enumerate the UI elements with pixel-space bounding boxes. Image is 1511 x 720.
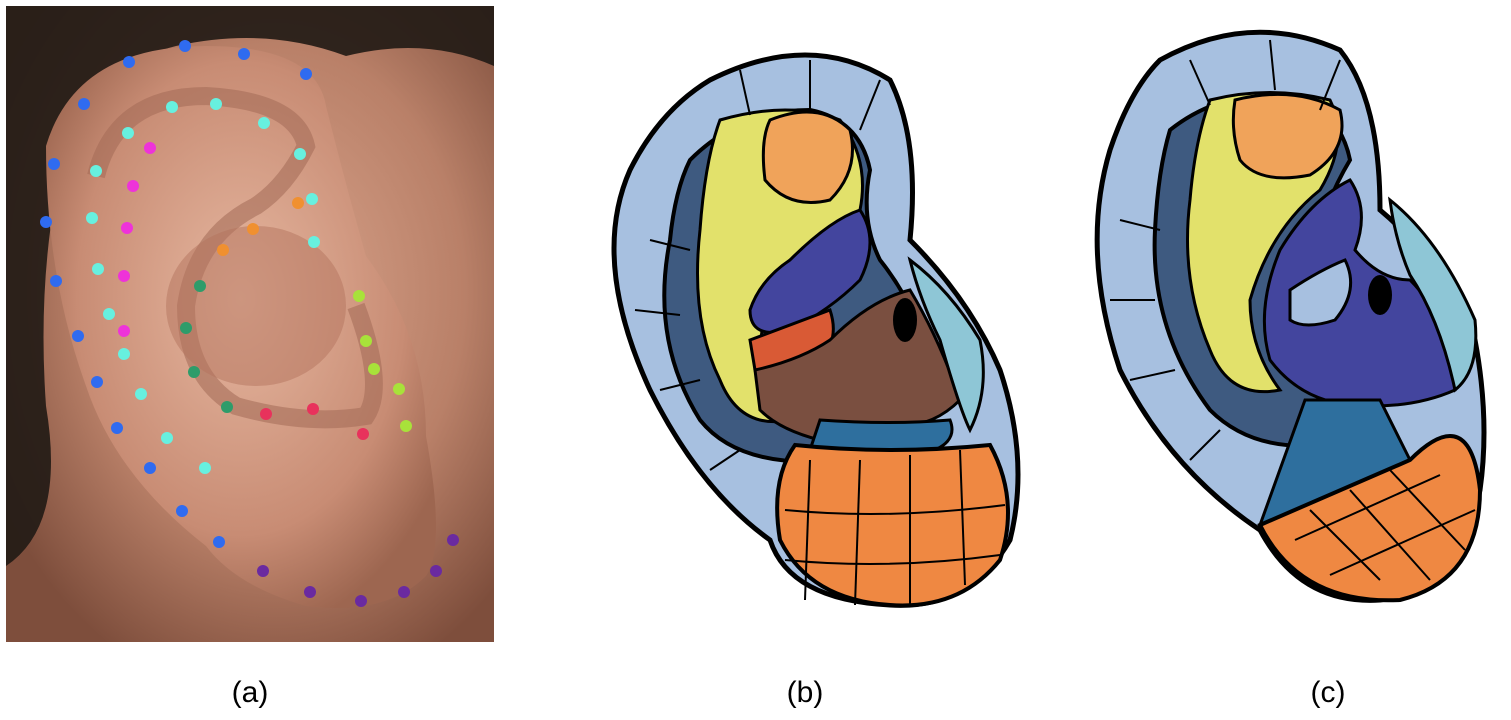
panel-c-ear-map [1080,20,1500,610]
landmark-dot [166,101,178,113]
landmark-dot [199,462,211,474]
landmark-dot [194,280,206,292]
landmark-dot [304,586,316,598]
ear-map-c [1094,29,1487,603]
hair-region [6,6,494,566]
concha-shading [166,226,346,386]
landmark-dot [217,244,229,256]
grid-lines-b [634,60,1006,606]
landmark-dot [210,98,222,110]
caption-a: (a) [231,676,269,709]
landmark-dot [111,422,123,434]
panel-a-photo [6,6,494,642]
landmark-dot [127,180,139,192]
landmark-dot [118,348,130,360]
landmark-dot [86,212,98,224]
landmark-dot [90,165,102,177]
landmark-dot [118,270,130,282]
landmark-dot [300,68,312,80]
landmark-dot [306,193,318,205]
landmark-dot [122,127,134,139]
landmark-dot [357,428,369,440]
landmark-dot [72,330,84,342]
landmark-dot [368,363,380,375]
landmark-dot [258,117,270,129]
cymba-concha-purple [748,208,872,334]
landmark-dot [238,48,250,60]
ear-canal [893,298,917,342]
landmark-points [40,40,459,607]
landmark-dot [292,197,304,209]
landmark-dot [179,40,191,52]
caption-b: (b) [786,676,824,709]
landmark-dot [91,376,103,388]
landmark-dot [161,432,173,444]
landmark-dot [260,408,272,420]
grid-lines-c [1110,39,1476,581]
superior-crus-orange-c [1231,92,1344,180]
crus-helix-light [1288,258,1353,327]
landmark-dot [360,335,372,347]
caption-c: (c) [1310,676,1346,709]
landmark-dot [92,263,104,275]
landmark-dot [103,308,115,320]
landmark-dot [398,586,410,598]
ear-map-b [611,52,1021,608]
tragus-blue [907,256,985,434]
tragus-blue-c [1388,196,1478,393]
landmark-dot [144,462,156,474]
landmark-dot [118,325,130,337]
landmark-dot [48,158,60,170]
landmark-dot [135,388,147,400]
landmark-dot [257,565,269,577]
landmark-dot [188,366,200,378]
earlobe-orange [775,442,1010,608]
landmark-dot [294,148,306,160]
superior-crus-orange [761,110,854,204]
landmark-dot [308,236,320,248]
landmark-dot [430,565,442,577]
landmark-dot [121,222,133,234]
landmark-dot [213,536,225,548]
ear-canal-c [1368,275,1392,315]
landmark-dot [393,383,405,395]
panel-b-ear-map [590,40,1030,620]
landmark-dot [50,275,62,287]
earlobe-orange-c [1257,434,1483,603]
landmark-dot [307,403,319,415]
landmark-dot [176,505,188,517]
landmark-dot [400,420,412,432]
landmark-dot [180,322,192,334]
landmark-dot [123,56,135,68]
ear-photo [6,6,494,642]
landmark-dot [447,534,459,546]
landmark-dot [78,98,90,110]
landmark-dot [353,290,365,302]
landmark-dot [40,216,52,228]
landmark-dot [144,142,156,154]
landmark-dot [221,401,233,413]
landmark-dot [355,595,367,607]
landmark-dot [247,223,259,235]
